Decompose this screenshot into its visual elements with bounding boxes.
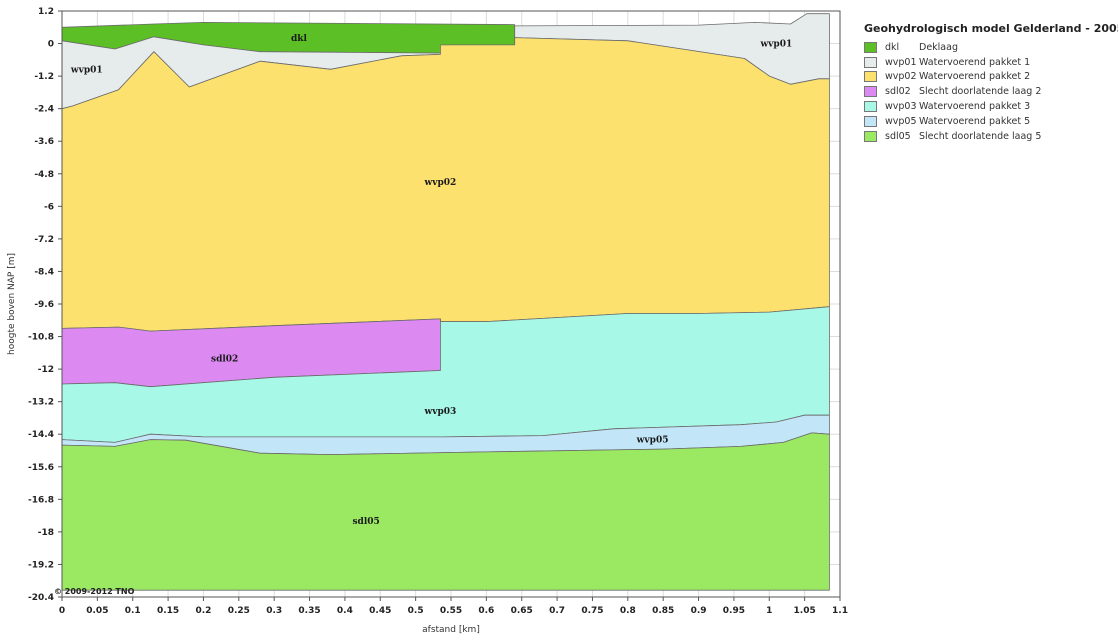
x-tick-label: 1: [766, 606, 772, 616]
legend-item-dkl: dkl Deklaag: [864, 40, 1114, 55]
x-tick-label: 0.8: [620, 606, 636, 616]
x-tick-label: 0.55: [440, 606, 462, 616]
y-tick-label: -15.6: [28, 463, 54, 473]
x-axis-ticks: 0 0.05 0.1 0.15 0.2 0.25 0.3 0.35 0.4 0.45 0.5 0.55…: [59, 597, 848, 616]
legend-name: Slecht doorlatende laag 2: [919, 86, 1042, 98]
legend-name: Watervoerend pakket 5: [919, 115, 1031, 127]
y-tick-label: -14.4: [28, 430, 54, 440]
legend-name: Slecht doorlatende laag 5: [919, 130, 1042, 142]
y-tick-label: -12: [38, 365, 54, 375]
legend-item-wvp03: wvp03 Watervoerend pakket 3: [864, 99, 1114, 114]
x-tick-label: 0.65: [511, 606, 533, 616]
x-tick-label: 1.1: [832, 606, 848, 616]
layer-area-sdl05: [61, 432, 830, 591]
legend-code: wvp05: [885, 115, 917, 127]
x-tick-label: 0.35: [298, 606, 320, 616]
layer-label-wvp02: wvp02: [423, 178, 456, 188]
copyright-text: © 2009-2012 TNO: [54, 587, 135, 596]
layer-label-wvp05: wvp05: [636, 436, 669, 446]
legend-item-wvp01: wvp01 Watervoerend pakket 1: [864, 55, 1114, 70]
y-tick-label: -9.6: [34, 300, 54, 310]
legend-item-sdl05: sdl05 Slecht doorlatende laag 5: [864, 129, 1114, 144]
y-tick-label: 1.2: [38, 7, 54, 17]
layer-label-dkl: dkl: [291, 34, 308, 44]
legend-name: Watervoerend pakket 2: [919, 71, 1031, 83]
legend-item-wvp02: wvp02 Watervoerend pakket 2: [864, 70, 1114, 85]
y-tick-label: -20.4: [28, 593, 54, 603]
legend-name: Watervoerend pakket 3: [919, 101, 1031, 113]
layer-areas: [61, 13, 830, 591]
x-tick-label: 0.25: [228, 606, 250, 616]
y-tick-label: -7.2: [34, 235, 54, 245]
legend-swatch: [864, 41, 877, 53]
legend-swatch: [864, 56, 877, 68]
x-axis-label: afstand [km]: [422, 625, 480, 635]
y-tick-label: -1.2: [34, 72, 54, 82]
layer-label-sdl05: sdl05: [352, 517, 379, 527]
legend-item-sdl02: sdl02 Slecht doorlatende laag 2: [864, 84, 1114, 99]
y-tick-label: 0: [48, 40, 54, 50]
x-tick-label: 0.05: [86, 606, 108, 616]
y-tick-label: -2.4: [34, 105, 54, 115]
y-tick-label: -8.4: [34, 267, 54, 277]
layer-label-wvp03: wvp03: [423, 407, 456, 417]
x-tick-label: 0.4: [337, 606, 353, 616]
legend-swatch: [864, 71, 877, 83]
x-tick-label: 0.9: [691, 606, 707, 616]
y-tick-label: -4.8: [34, 170, 54, 180]
legend-swatch: [864, 115, 877, 127]
x-tick-label: 0.2: [195, 606, 211, 616]
y-axis-ticks: 1.2 0 -1.2 -2.4 -3.6 -4.8 -6 -7.2 -8.4 -9.6 -10.8 -…: [28, 7, 62, 603]
legend-code: wvp01: [885, 56, 917, 68]
x-tick-label: 0.45: [369, 606, 391, 616]
y-axis-label: hoogte boven NAP [m]: [7, 253, 17, 355]
x-tick-label: 0.15: [157, 606, 179, 616]
y-tick-label: -13.2: [28, 398, 54, 408]
cross-section-chart: dkl wvp01 wvp01 wvp02 sdl02 wvp03 wvp05 sdl05 0…: [7, 7, 848, 635]
legend-swatch: [864, 86, 877, 98]
y-tick-label: -16.8: [28, 495, 54, 505]
legend-item-wvp05: wvp05 Watervoerend pakket 5: [864, 114, 1114, 129]
legend-swatch: [864, 130, 877, 142]
legend-title: Geohydrologisch model Gelderland - 2005: [864, 22, 1118, 35]
x-tick-label: 0.85: [652, 606, 674, 616]
legend-code: sdl05: [885, 130, 911, 142]
legend-swatch: [864, 101, 877, 113]
x-tick-label: 0.1: [125, 606, 141, 616]
legend-code: sdl02: [885, 86, 911, 98]
legend-code: dkl: [885, 41, 900, 53]
legend-name: Deklaag: [919, 41, 958, 53]
x-tick-label: 0.95: [723, 606, 745, 616]
x-tick-label: 0.7: [549, 606, 565, 616]
legend-name: Watervoerend pakket 1: [919, 56, 1031, 68]
y-tick-label: -3.6: [34, 137, 54, 147]
layer-label-sdl02: sdl02: [211, 354, 238, 364]
legend-items: dkl Deklaag wvp01 Watervoerend pakket 1 wvp0…: [864, 40, 1114, 144]
x-tick-label: 0.6: [478, 606, 494, 616]
x-tick-label: 0.75: [581, 606, 603, 616]
y-tick-label: -18: [38, 528, 54, 538]
legend-code: wvp03: [885, 101, 917, 113]
y-tick-label: -6: [44, 202, 54, 212]
legend-code: wvp02: [885, 71, 917, 83]
layer-label-wvp01: wvp01: [759, 40, 792, 50]
x-tick-label: 1.05: [794, 606, 816, 616]
x-tick-label: 0.3: [266, 606, 282, 616]
layer-labels: dkl wvp01 wvp01 wvp02 sdl02 wvp03 wvp05 sdl05: [70, 34, 792, 527]
x-tick-label: 0: [59, 606, 65, 616]
legend: Geohydrologisch model Gelderland - 2005 …: [864, 22, 1118, 144]
x-tick-label: 0.5: [408, 606, 424, 616]
y-tick-label: -19.2: [28, 560, 54, 570]
layer-label-wvp01: wvp01: [70, 65, 103, 75]
y-tick-label: -10.8: [28, 333, 54, 343]
